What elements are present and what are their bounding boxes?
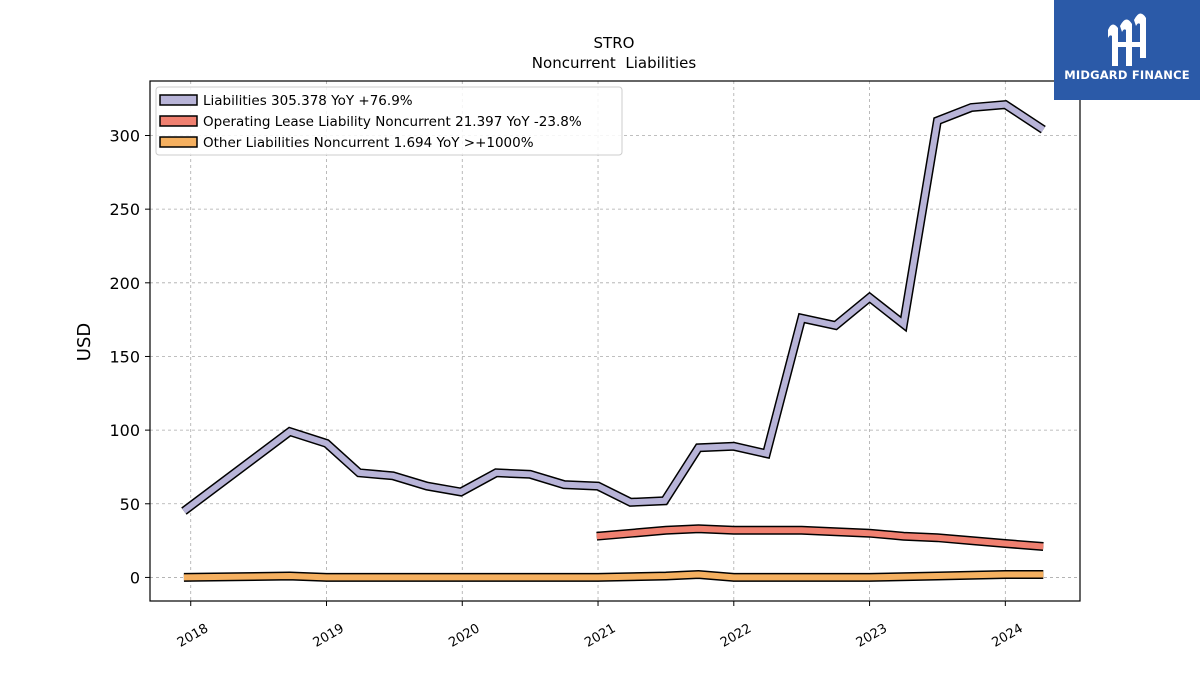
- y-tick-label: 100: [109, 421, 140, 440]
- watermark-logo: MIDGARD FINANCE: [1054, 0, 1200, 100]
- x-axis: 2018 2019 2020 2021 2022 2023 2024: [175, 601, 1026, 651]
- x-tick-label: 2024: [989, 621, 1025, 651]
- x-tick-label: 2020: [446, 621, 482, 651]
- legend-swatch-2: [159, 136, 198, 148]
- y-axis: 0 50 100 150 200 250 300: [109, 127, 150, 587]
- chart-subtitle: Noncurrent Liabilities: [532, 54, 697, 72]
- axes-frame: [149, 80, 1081, 602]
- x-tick-label: 2023: [854, 621, 890, 651]
- series-line-2: [183, 571, 1044, 581]
- y-tick-label: 250: [109, 200, 140, 219]
- y-axis-label: USD: [74, 323, 95, 361]
- y-tick-label: 150: [109, 347, 140, 366]
- midgard-logo-icon: [1108, 13, 1146, 67]
- y-tick-label: 200: [109, 274, 140, 293]
- series-outline-0: [181, 99, 1046, 515]
- series-line-1: [596, 525, 1044, 550]
- legend-label-2: Other Liabilities Noncurrent 1.694 YoY >…: [203, 135, 534, 151]
- y-tick-label: 50: [120, 495, 140, 514]
- watermark-text: MIDGARD FINANCE: [1064, 68, 1190, 82]
- grid: [150, 81, 1080, 601]
- x-tick-label: 2018: [175, 621, 211, 651]
- chart-title: STRO: [594, 34, 635, 52]
- x-tick-label: 2019: [311, 621, 347, 651]
- legend: Liabilities 305.378 YoY +76.9% Operating …: [155, 86, 623, 156]
- series-line-0: [182, 101, 1045, 514]
- legend-label-0: Liabilities 305.378 YoY +76.9%: [203, 93, 413, 109]
- x-tick-label: 2022: [718, 621, 754, 651]
- y-tick-label: 0: [130, 568, 140, 587]
- y-tick-label: 300: [109, 127, 140, 146]
- x-tick-label: 2021: [582, 621, 618, 651]
- legend-box: [155, 86, 623, 156]
- legend-swatch-1: [159, 115, 198, 127]
- legend-swatch-0: [159, 94, 198, 106]
- plot-area: [181, 99, 1046, 582]
- legend-label-1: Operating Lease Liability Noncurrent 21.…: [203, 114, 582, 130]
